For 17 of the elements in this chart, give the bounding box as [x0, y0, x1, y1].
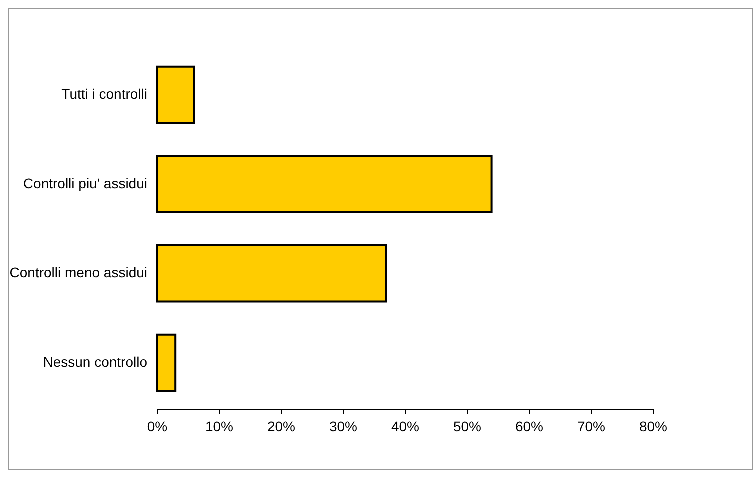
x-tick-label: 50% — [453, 418, 482, 434]
bar — [156, 334, 177, 392]
x-tick-label: 10% — [205, 418, 234, 434]
y-tick-label: Nessun controllo — [43, 354, 148, 370]
x-tick-label: 70% — [577, 418, 606, 434]
bar — [156, 244, 388, 303]
x-tick-label: 20% — [267, 418, 296, 434]
bar — [156, 66, 196, 124]
y-tick-label: Controlli meno assidui — [10, 264, 148, 281]
x-tick-label: 0% — [147, 418, 168, 434]
y-tick-label: Controlli piu' assidui — [23, 175, 148, 192]
x-tick-label: 40% — [391, 418, 420, 434]
y-tick-label: Tutti i controlli — [62, 86, 148, 102]
x-tick-label: 60% — [515, 418, 544, 434]
bar — [156, 155, 493, 214]
x-tick-label: 30% — [329, 418, 358, 434]
x-tick-label: 80% — [639, 418, 668, 434]
